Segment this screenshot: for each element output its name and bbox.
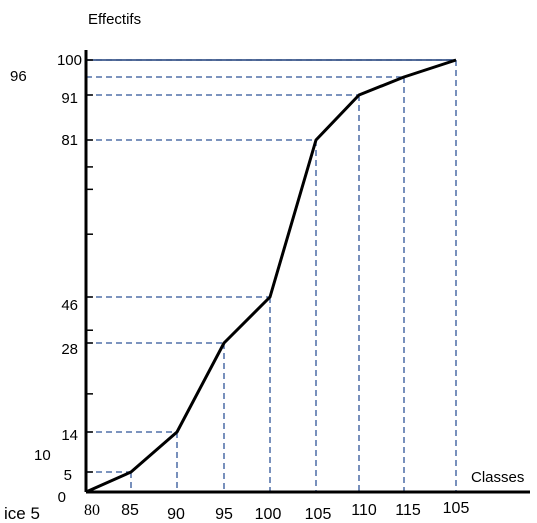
y-label-91: 91 (61, 90, 78, 107)
x-tick-label-85: 85 (121, 502, 139, 519)
y-label-96: 96 (10, 68, 27, 85)
x-tick-label-90: 90 (167, 506, 185, 523)
y-label-28: 28 (61, 341, 78, 358)
y-label-100: 100 (57, 52, 82, 69)
x-axis-title: Classes (471, 469, 524, 486)
y-label-0: 0 (58, 489, 66, 506)
x-tick-label-105: 105 (305, 506, 332, 523)
y-label-14: 14 (61, 427, 78, 444)
caption-fragment: ice 5 (4, 504, 40, 523)
y-label-5: 5 (64, 467, 72, 484)
dashed-guides (86, 59, 457, 492)
x-tick-label-95: 95 (215, 506, 233, 523)
x-tick-label-115: 115 (395, 502, 421, 519)
x-tick-label-last: 105 (443, 500, 470, 517)
x-tick-label-110: 110 (351, 502, 377, 519)
y-label-81: 81 (61, 132, 78, 149)
y-label-46: 46 (61, 297, 78, 314)
y-label-10: 10 (34, 447, 51, 464)
x-tick-label-100: 100 (255, 506, 282, 523)
y-axis-title: Effectifs (88, 11, 141, 28)
x-tick-label-80: 80 (84, 502, 100, 519)
cumulative-curve (85, 58, 457, 494)
